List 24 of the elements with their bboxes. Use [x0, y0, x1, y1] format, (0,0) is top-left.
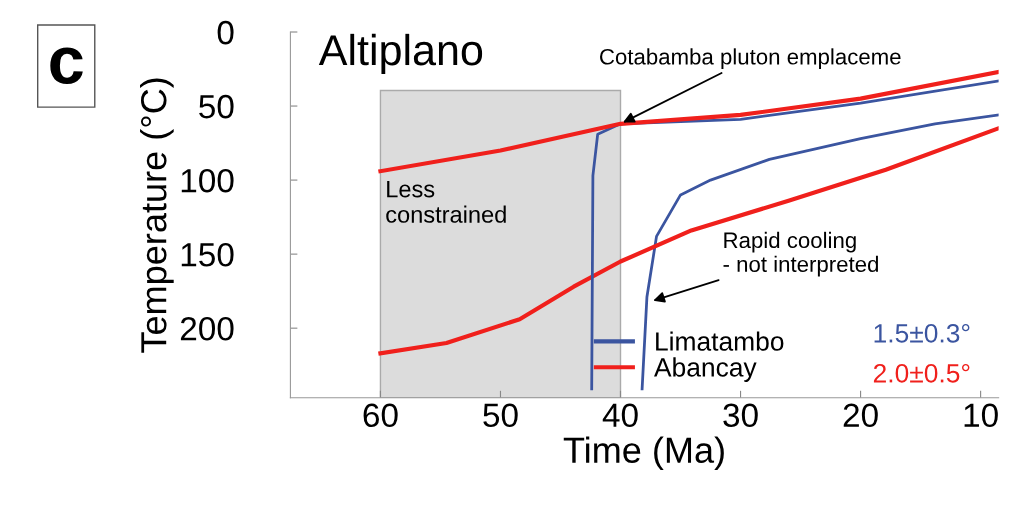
- x-tick-label: 40: [602, 403, 638, 428]
- annotation: 2.0±0.5°: [873, 363, 970, 383]
- x-tick-label: 50: [483, 403, 518, 428]
- x-axis-title: Time (Ma): [563, 436, 724, 471]
- band-label: Less constrained: [386, 180, 506, 223]
- text: c: [50, 47, 83, 84]
- line-series: [640, 113, 999, 391]
- y-tick-label: 100: [181, 168, 234, 193]
- x-tick-label: 60: [363, 403, 398, 428]
- y-tick-label: 150: [181, 242, 234, 267]
- y-tick-label: 50: [199, 94, 234, 119]
- x-tick-label: 20: [843, 403, 878, 428]
- x-tick-label: 10: [964, 403, 998, 428]
- annotation: 1.5±0.3°: [874, 323, 970, 343]
- chart-title: Altiplano: [318, 33, 483, 74]
- legend-label: Limatambo: [656, 331, 784, 351]
- y-axis-title: Temperature (°C): [140, 78, 174, 353]
- y-tick-label: 200: [180, 316, 234, 341]
- annotation: Rapid cooling - not interpreted: [723, 231, 878, 277]
- line-series: [378, 126, 999, 356]
- legend-label: Abancay: [654, 357, 757, 382]
- y-tick-label: 0: [217, 20, 234, 45]
- annotation: Cotabamba pluton emplaceme: [600, 48, 901, 70]
- x-tick-label: 30: [723, 403, 758, 428]
